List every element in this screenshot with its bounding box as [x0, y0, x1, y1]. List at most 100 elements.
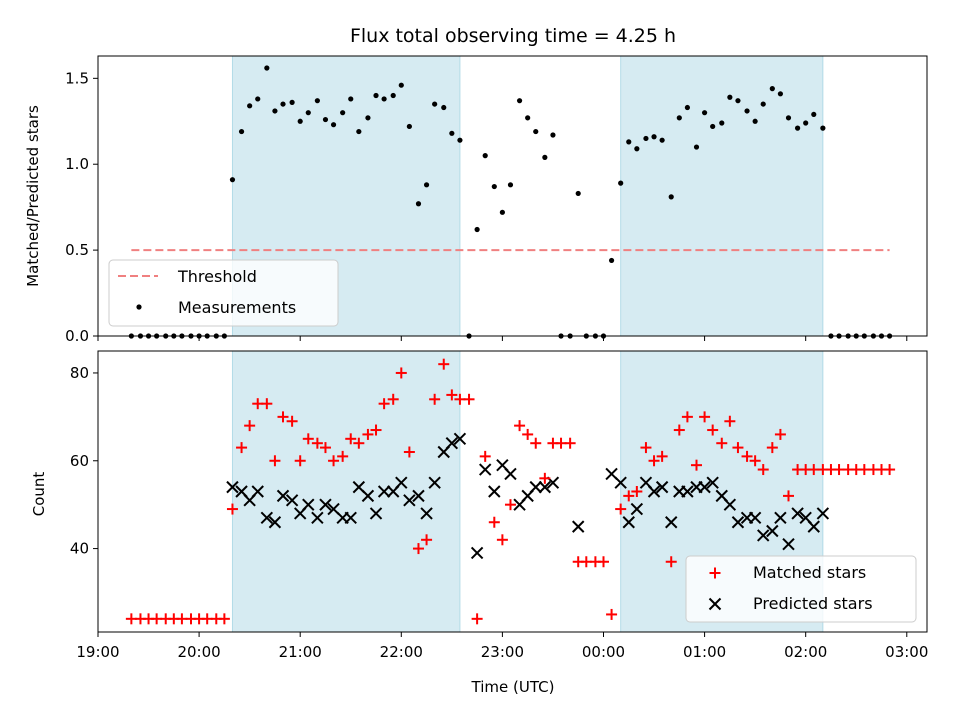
ratio-y-tick-label: 0.0	[65, 327, 89, 345]
matched-star-point	[623, 490, 635, 502]
predicted-star-point	[420, 507, 433, 520]
measurement-point	[499, 209, 505, 215]
predicted-star-point	[488, 485, 501, 498]
predicted-star-point	[403, 494, 416, 507]
predicted-star-point	[445, 436, 459, 450]
chart-title: Flux total observing time = 4.25 h	[350, 25, 676, 47]
ratio-y-tick-label: 0.5	[65, 241, 89, 259]
count-y-tick-label: 40	[70, 540, 89, 558]
measurement-point	[608, 257, 615, 264]
measurement-point	[727, 94, 733, 100]
measurement-point	[356, 128, 362, 135]
measurement-point	[238, 128, 245, 135]
measurement-point	[330, 122, 337, 128]
measurement-point	[575, 190, 581, 197]
measurement-point	[289, 99, 295, 105]
matched-star-point	[378, 398, 390, 410]
measurement-point	[542, 154, 548, 160]
matched-legend-swatch	[709, 567, 721, 579]
measurement-point	[406, 123, 412, 130]
matched-star-point	[446, 389, 458, 401]
count-legend: Matched stars Predicted stars	[685, 555, 917, 623]
measurement-point	[735, 98, 741, 104]
count-panel: 40 60 80 19:00 20:00 21:00 22:00 23:00 00:00 01:…	[30, 350, 928, 696]
predicted-star-point	[766, 524, 779, 538]
matched-star-point	[699, 411, 711, 423]
measurement-point	[272, 108, 278, 114]
matched-star-point	[286, 415, 298, 427]
matched-star-point	[269, 455, 281, 467]
matched-star-point	[690, 459, 702, 471]
measurement-point	[643, 135, 649, 142]
matched-legend-marker	[709, 567, 721, 579]
predicted-star-point	[251, 485, 264, 498]
matched-star-point	[757, 464, 769, 476]
measurement-point	[769, 86, 775, 92]
count-y-axis-label: Count	[30, 472, 48, 517]
time-x-tick-label: 20:00	[177, 643, 220, 661]
measurement-point	[449, 130, 455, 136]
measurement-point	[777, 91, 784, 97]
measurement-point	[297, 118, 303, 124]
count-plot-frame	[97, 350, 928, 633]
matched-star-point	[606, 608, 618, 620]
matched-star-point	[884, 464, 896, 476]
measurement-point	[651, 134, 657, 140]
predicted-star-point	[706, 476, 719, 489]
predicted-stars-layer	[226, 432, 830, 560]
measurement-point	[255, 96, 261, 102]
time-x-axis-label: Time (UTC)	[471, 678, 555, 696]
measurement-point	[811, 111, 817, 118]
matched-star-point	[370, 424, 382, 436]
matched-star-point	[395, 367, 407, 379]
measurement-point	[516, 98, 523, 104]
predicted-star-point	[681, 485, 694, 498]
predicted-star-point	[395, 476, 408, 489]
predicted-star-point	[614, 476, 627, 489]
predicted-star-point	[311, 511, 324, 525]
measurement-point	[314, 98, 320, 104]
ratio-y-axis: 0.0 0.5 1.0 1.5	[65, 69, 98, 345]
predicted-star-point	[361, 489, 375, 503]
measurement-point	[373, 92, 379, 99]
time-x-tick-label: 00:00	[582, 643, 625, 661]
count-legend-frame	[685, 555, 917, 623]
measurement-point	[550, 132, 556, 138]
measurement-point	[803, 120, 809, 126]
matched-star-point	[782, 490, 794, 502]
matched-star-point	[429, 393, 441, 405]
matched-star-point	[539, 472, 551, 484]
matched-star-point	[479, 450, 491, 462]
matched-star-point	[673, 424, 685, 436]
measurement-point	[785, 115, 792, 121]
observing-window-1	[231, 350, 461, 633]
matched-star-point	[421, 534, 433, 546]
measurement-point	[533, 128, 539, 135]
time-x-tick-label: 21:00	[279, 643, 322, 661]
matched-star-point	[488, 516, 500, 528]
ratio-legend: Threshold Measurements	[108, 259, 339, 327]
matched-star-point	[471, 613, 483, 625]
time-x-axis: 19:00 20:00 21:00 22:00 23:00 00:00 01:00 02:00…	[76, 632, 928, 661]
time-x-tick-label: 01:00	[683, 643, 726, 661]
predicted-star-point	[276, 489, 290, 503]
ratio-panel: Flux total observing time = 4.25 h 0.0 0.…	[24, 25, 928, 345]
predicted-star-point	[344, 511, 357, 525]
predicted-star-point	[748, 511, 762, 525]
predicted-star-point	[504, 467, 517, 481]
measurement-point	[340, 110, 346, 116]
measurement-point	[280, 101, 286, 107]
measurement-point	[752, 118, 758, 124]
predicted-star-point	[816, 507, 830, 520]
predicted-legend-label: Predicted stars	[753, 594, 873, 613]
matched-star-point	[522, 428, 534, 440]
matched-star-point	[530, 437, 542, 449]
matched-star-point	[615, 503, 627, 515]
measurement-point	[381, 96, 387, 102]
matched-legend-label: Matched stars	[753, 563, 866, 582]
matched-star-point	[218, 613, 230, 625]
matched-star-point	[412, 543, 424, 555]
predicted-star-point	[369, 507, 383, 520]
matched-star-point	[319, 442, 331, 454]
